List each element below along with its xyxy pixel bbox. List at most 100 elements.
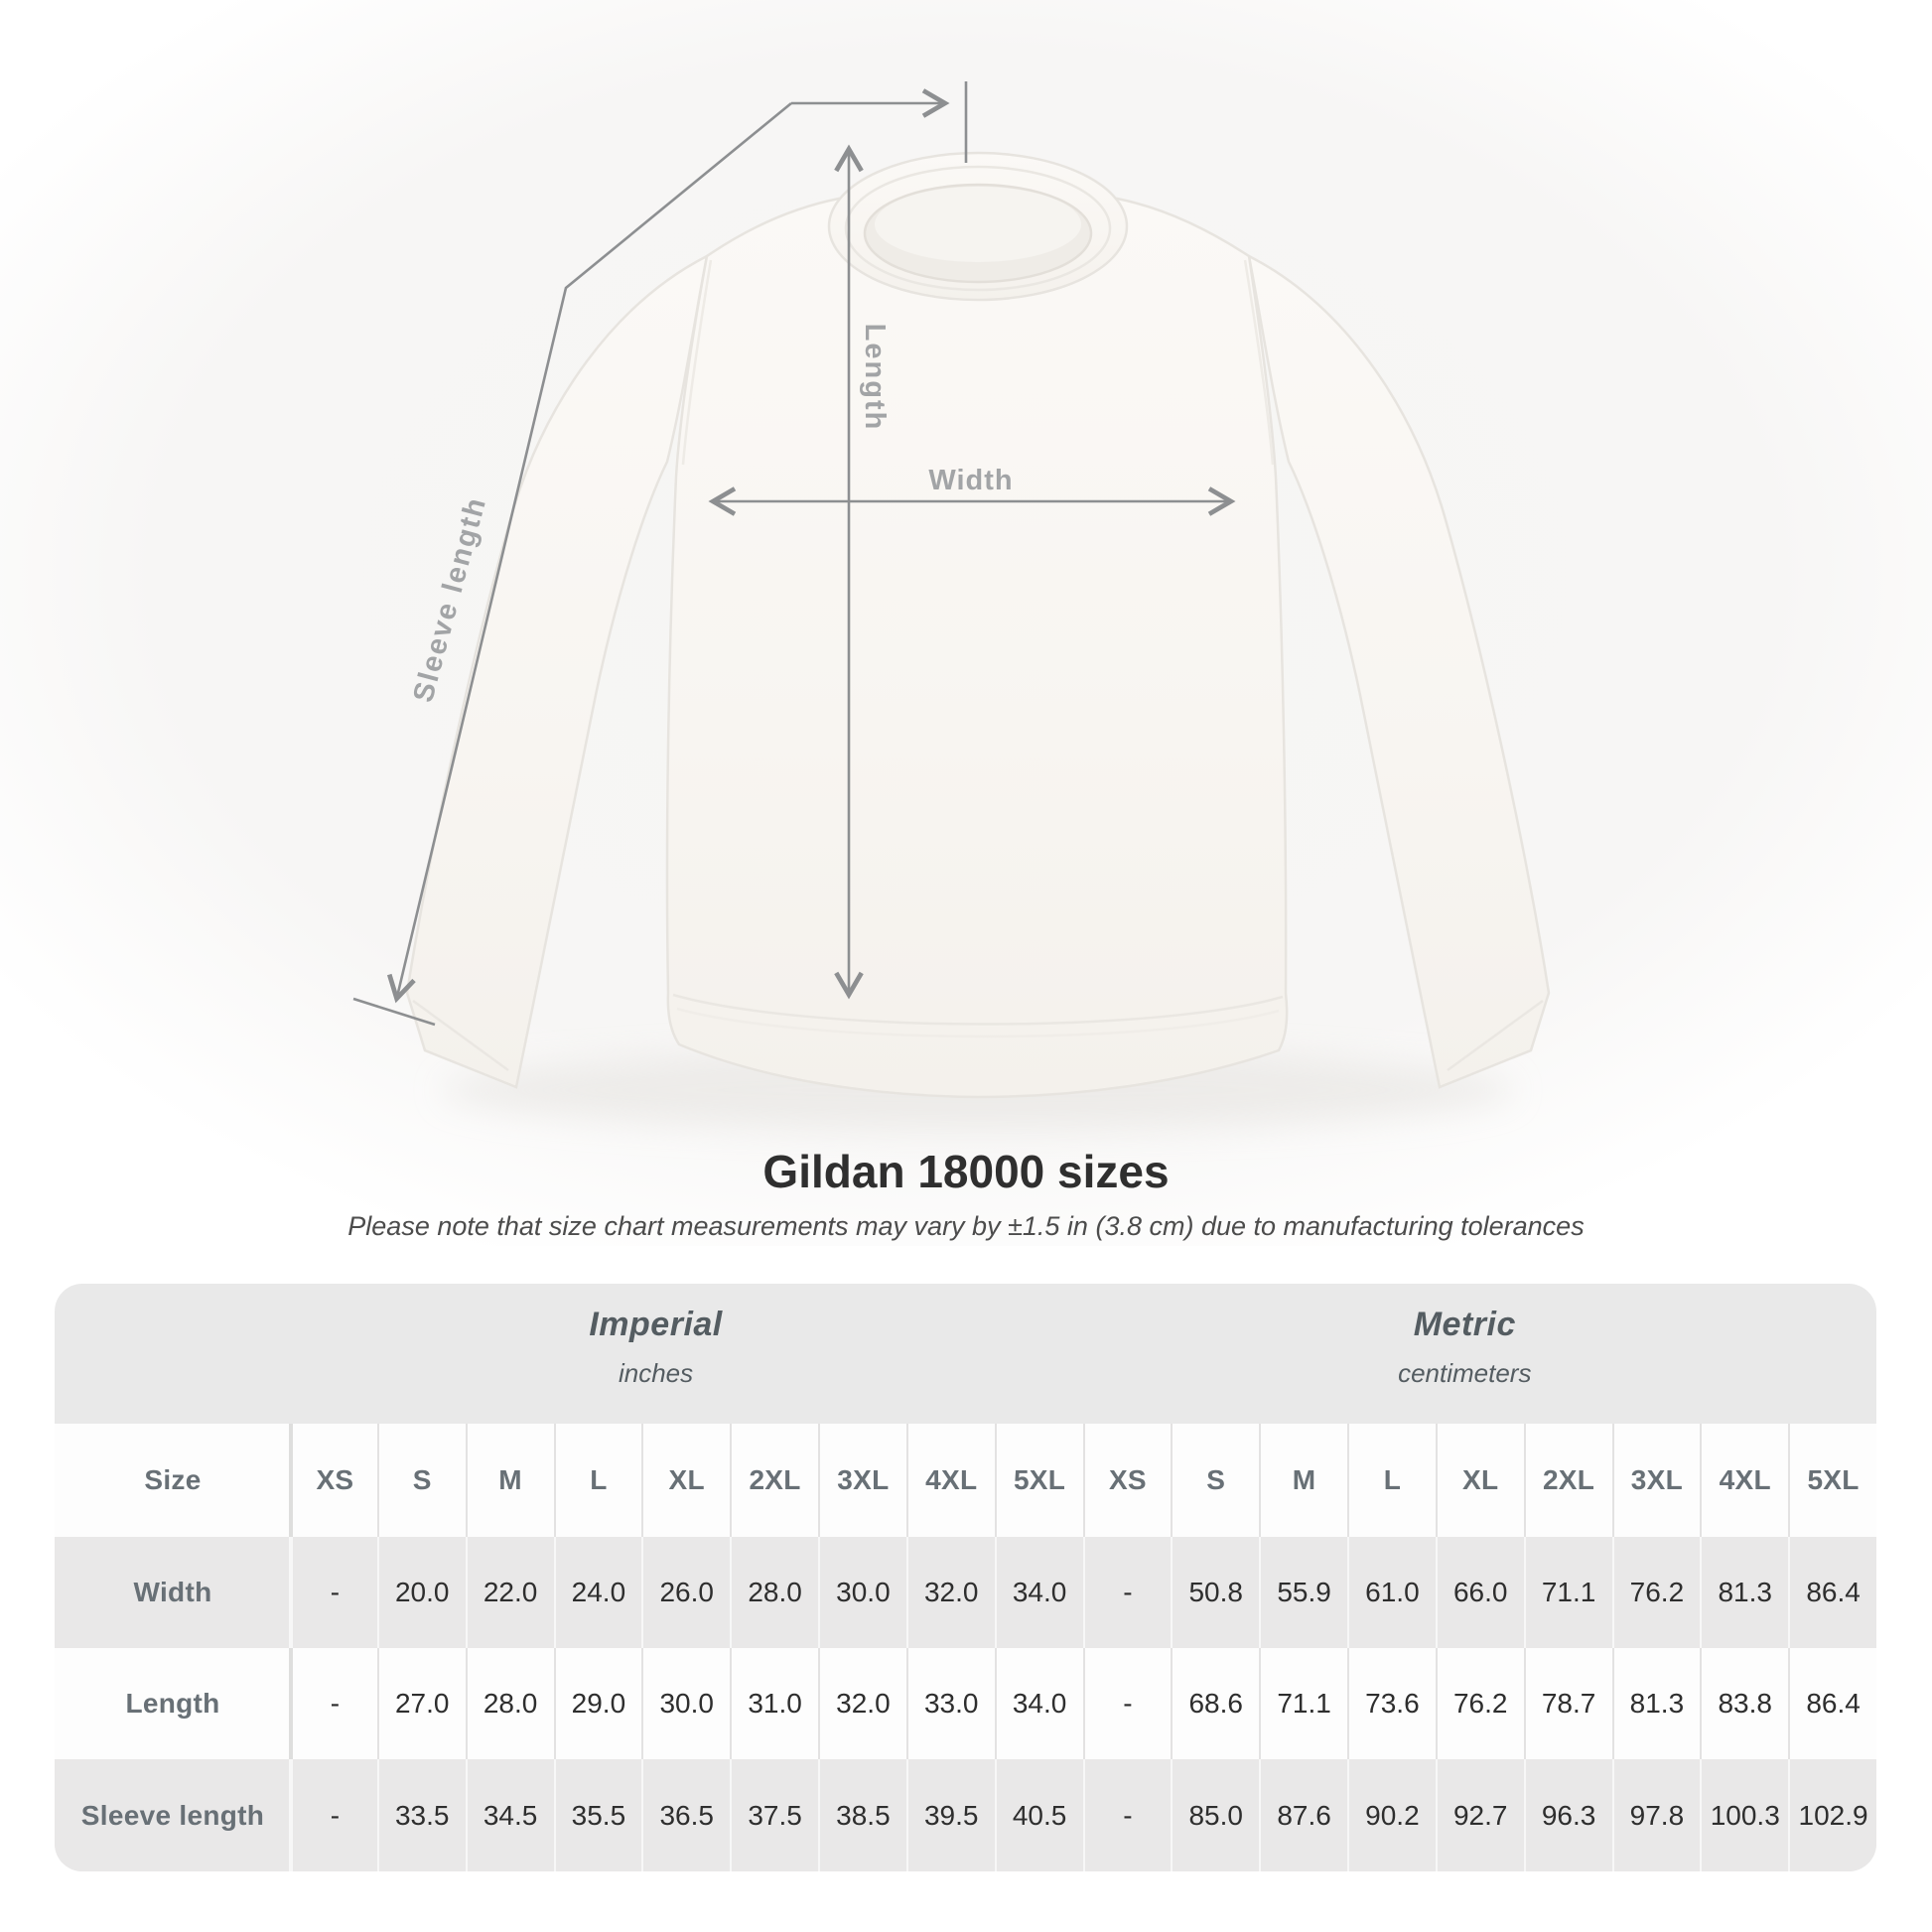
table-cell: 50.8	[1171, 1537, 1259, 1648]
table-row-width: Width -20.0 22.0 24.0 26.0 28.0 30.0 32.0 34.0-5…	[55, 1537, 1876, 1648]
table-cell: -	[289, 1759, 377, 1871]
table-cell: 96.3	[1523, 1759, 1612, 1871]
table-cell: 76.2	[1611, 1537, 1701, 1648]
sleeve-length-line	[386, 101, 792, 1004]
column-header-metric-m: M	[1259, 1424, 1347, 1537]
column-header-metric-xl: XL	[1435, 1424, 1524, 1537]
size-table: Imperial inches Metric centimeters Size X…	[55, 1284, 1876, 1871]
garment-illustration: Length Width Sleeve length	[0, 0, 1932, 1246]
table-row-length: Length -27.0 28.0 29.0 30.0 31.0 32.0 33.0 34.0-…	[55, 1648, 1876, 1759]
table-cell: 81.3	[1700, 1537, 1788, 1648]
table-cell: 29.0	[553, 1648, 642, 1759]
table-cell: -	[1082, 1537, 1172, 1648]
length-label: Length	[859, 324, 891, 432]
row-label: Width	[133, 1577, 212, 1607]
table-cell: 34.0	[994, 1537, 1083, 1648]
column-header-metric-s: S	[1171, 1424, 1259, 1537]
table-cell: 71.1	[1523, 1537, 1612, 1648]
table-cell: 73.6	[1347, 1648, 1436, 1759]
table-cell: 34.5	[465, 1759, 554, 1871]
tolerance-note: Please note that size chart measurements…	[347, 1211, 1585, 1241]
table-cell: 36.5	[641, 1759, 730, 1871]
left-shoulder-seam	[681, 259, 713, 466]
table-cell: 61.0	[1347, 1537, 1436, 1648]
table-cell: 34.0	[994, 1648, 1083, 1759]
column-header-imperial-2xl: 2XL	[730, 1424, 818, 1537]
waistband-seam	[672, 993, 1284, 1026]
table-cell: 55.9	[1259, 1537, 1347, 1648]
table-row-sleeve-length: Sleeve length -33.5 34.5 35.5 36.5 37.5 38.5 39…	[55, 1759, 1876, 1871]
table-cell: 81.3	[1611, 1648, 1701, 1759]
table-cell: 97.8	[1611, 1759, 1701, 1871]
imperial-group-unit: inches	[618, 1358, 694, 1388]
table-cell: 35.5	[553, 1759, 642, 1871]
table-cell: 27.0	[376, 1648, 466, 1759]
table-cell: 85.0	[1171, 1759, 1259, 1871]
table-cell: 22.0	[465, 1537, 554, 1648]
table-cell: 20.0	[376, 1537, 466, 1648]
table-cell: 28.0	[730, 1537, 818, 1648]
table-cell: -	[289, 1537, 377, 1648]
column-header-metric-3xl: 3XL	[1611, 1424, 1701, 1537]
table-cell: 32.0	[818, 1648, 906, 1759]
right-sleeve	[1247, 253, 1551, 1089]
column-header-imperial-m: M	[465, 1424, 554, 1537]
collar-back-panel	[875, 187, 1081, 262]
table-cell: 38.5	[818, 1759, 906, 1871]
table-cell: 39.5	[905, 1759, 995, 1871]
imperial-group: Imperial inches	[589, 1284, 722, 1389]
table-cell: 92.7	[1435, 1759, 1524, 1871]
size-column-header: Size	[144, 1464, 202, 1495]
table-cell: 90.2	[1347, 1759, 1436, 1871]
right-shoulder-seam	[1243, 259, 1275, 466]
table-cell: 32.0	[905, 1537, 995, 1648]
column-header-imperial-s: S	[376, 1424, 466, 1537]
left-sleeve	[405, 253, 709, 1089]
imperial-group-title: Imperial	[589, 1306, 723, 1343]
column-header-imperial-3xl: 3XL	[818, 1424, 906, 1537]
column-header-imperial-xs: XS	[289, 1424, 377, 1537]
table-cell: 86.4	[1788, 1648, 1876, 1759]
sweatshirt-diagram: Length Width Sleeve length	[0, 0, 1932, 1246]
table-cell: 78.7	[1523, 1648, 1612, 1759]
unit-group-header: Imperial inches Metric centimeters	[55, 1284, 1876, 1424]
row-label: Sleeve length	[80, 1799, 265, 1831]
metric-group-unit: centimeters	[1398, 1358, 1532, 1388]
column-header-metric-4xl: 4XL	[1700, 1424, 1788, 1537]
table-cell: -	[1082, 1648, 1172, 1759]
table-cell: 68.6	[1171, 1648, 1259, 1759]
column-header-metric-l: L	[1347, 1424, 1436, 1537]
table-cell: 76.2	[1435, 1648, 1524, 1759]
table-cell: 33.0	[905, 1648, 995, 1759]
metric-group: Metric centimeters	[1398, 1284, 1531, 1389]
size-header-row: Size XS S M L XL 2XL 3XL 4XL 5XL XS S M L XL 2XL 3XL 4XL 5…	[55, 1424, 1876, 1537]
page-title: Gildan 18000 sizes	[762, 1146, 1170, 1197]
dimension-lines	[352, 81, 1236, 1027]
table-cell: -	[289, 1648, 377, 1759]
width-label: Width	[928, 465, 1013, 496]
table-cell: 37.5	[730, 1759, 818, 1871]
table-cell: 87.6	[1259, 1759, 1347, 1871]
column-header-imperial-xl: XL	[641, 1424, 730, 1537]
table-cell: 83.8	[1700, 1648, 1788, 1759]
table-cell: 24.0	[553, 1537, 642, 1648]
column-header-metric-2xl: 2XL	[1523, 1424, 1612, 1537]
table-cell: -	[1082, 1759, 1172, 1871]
column-header-imperial-5xl: 5XL	[994, 1424, 1083, 1537]
body	[665, 188, 1289, 1099]
waistband-seam-2	[676, 1007, 1280, 1038]
metric-group-title: Metric	[1413, 1306, 1516, 1343]
table-cell: 40.5	[994, 1759, 1083, 1871]
table-cell: 26.0	[641, 1537, 730, 1648]
table-cell: 66.0	[1435, 1537, 1524, 1648]
table-cell: 71.1	[1259, 1648, 1347, 1759]
table-cell: 33.5	[376, 1759, 466, 1871]
table-cell: 31.0	[730, 1648, 818, 1759]
table-cell: 30.0	[641, 1648, 730, 1759]
column-header-metric-5xl: 5XL	[1788, 1424, 1876, 1537]
left-cuff-seam	[412, 999, 509, 1072]
column-header-imperial-l: L	[553, 1424, 642, 1537]
table-cell: 28.0	[465, 1648, 554, 1759]
column-header-imperial-4xl: 4XL	[905, 1424, 995, 1537]
